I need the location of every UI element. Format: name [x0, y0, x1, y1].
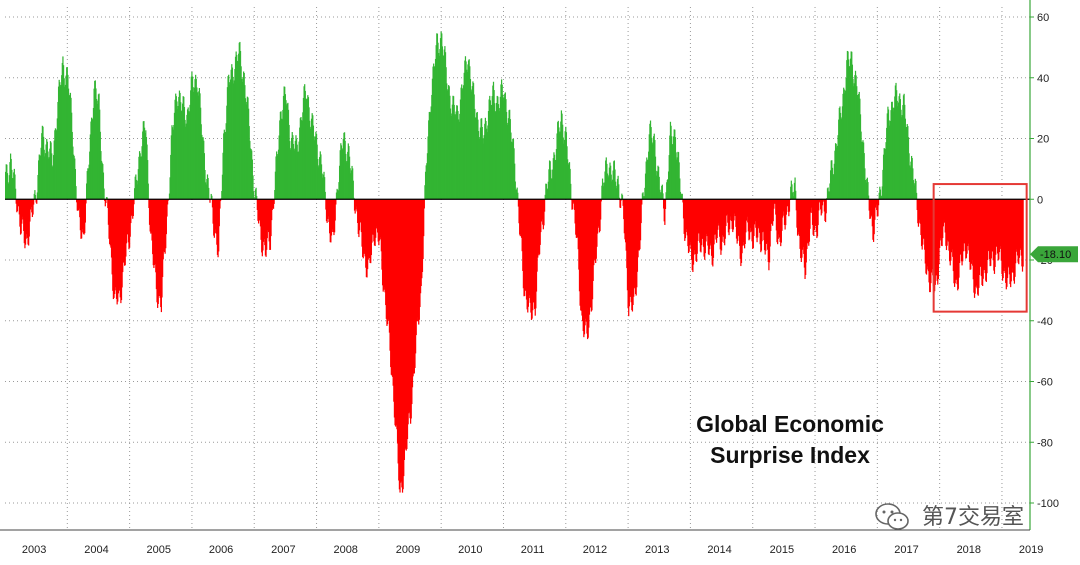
- x-tick-label: 2015: [770, 544, 794, 556]
- y-tick-label: -60: [1037, 377, 1053, 389]
- y-tick-label: 20: [1037, 134, 1049, 146]
- area-bar: [822, 199, 823, 205]
- area-bar: [1023, 199, 1024, 266]
- watermark: 第7交易室: [876, 504, 1024, 530]
- area-bar: [325, 192, 326, 199]
- area-bar: [916, 193, 917, 199]
- last-value-label: -18.10: [1040, 249, 1071, 261]
- area-bar: [682, 194, 683, 199]
- chart-title-line-2: Surprise Index: [710, 442, 870, 468]
- area-bar: [335, 199, 336, 204]
- x-tick-label: 2009: [396, 544, 420, 556]
- area-bar: [665, 199, 666, 209]
- area-bar: [618, 184, 619, 199]
- area-bar: [795, 191, 796, 199]
- area-bar: [570, 184, 571, 199]
- area-bar: [75, 186, 76, 199]
- area-bar: [133, 199, 134, 204]
- area-bar: [353, 181, 354, 200]
- y-tick-label: -80: [1037, 437, 1053, 449]
- area-bar: [253, 191, 254, 199]
- x-tick-label: 2013: [645, 544, 669, 556]
- x-tick-label: 2003: [22, 544, 46, 556]
- x-tick-label: 2004: [84, 544, 108, 556]
- area-bar: [878, 199, 879, 205]
- area-bar: [789, 199, 790, 211]
- area-bar: [103, 189, 104, 200]
- area-bar: [35, 195, 36, 199]
- chart-title-line-1: Global Economic: [696, 411, 884, 437]
- x-tick-label: 2016: [832, 544, 856, 556]
- area-bar: [15, 189, 16, 200]
- x-tick-label: 2008: [333, 544, 357, 556]
- x-tick-label: 2012: [583, 544, 607, 556]
- area-bar: [274, 199, 275, 204]
- x-tick-label: 2007: [271, 544, 295, 556]
- y-tick-label: 0: [1037, 194, 1043, 206]
- y-tick-label: -100: [1037, 498, 1059, 510]
- y-tick-label: 60: [1037, 12, 1049, 24]
- area-bar: [424, 199, 425, 208]
- watermark-text: 第7交易室: [922, 505, 1024, 530]
- area-bar: [600, 199, 601, 219]
- x-tick-label: 2017: [894, 544, 918, 556]
- x-tick-label: 2010: [458, 544, 482, 556]
- y-tick-label: 40: [1037, 73, 1049, 85]
- x-tick-label: 2005: [147, 544, 171, 556]
- x-tick-label: 2019: [1019, 544, 1043, 556]
- area-bar: [36, 199, 37, 204]
- area-bar: [208, 188, 209, 199]
- area-bar: [620, 199, 621, 208]
- area-bar: [641, 199, 642, 204]
- x-tick-label: 2011: [521, 544, 545, 556]
- area-bar: [544, 199, 545, 211]
- x-tick-label: 2006: [209, 544, 233, 556]
- x-tick-label: 2014: [707, 544, 731, 556]
- area-bar: [33, 199, 34, 204]
- area-bar: [662, 193, 663, 199]
- area-bar: [826, 199, 827, 213]
- area-bar: [622, 195, 623, 199]
- area-bar: [517, 193, 518, 200]
- y-tick-label: -40: [1037, 316, 1053, 328]
- area-bar: [85, 199, 86, 203]
- x-tick-label: 2018: [957, 544, 981, 556]
- last-value-tag: -18.10: [1030, 246, 1078, 262]
- area-bar: [148, 184, 149, 200]
